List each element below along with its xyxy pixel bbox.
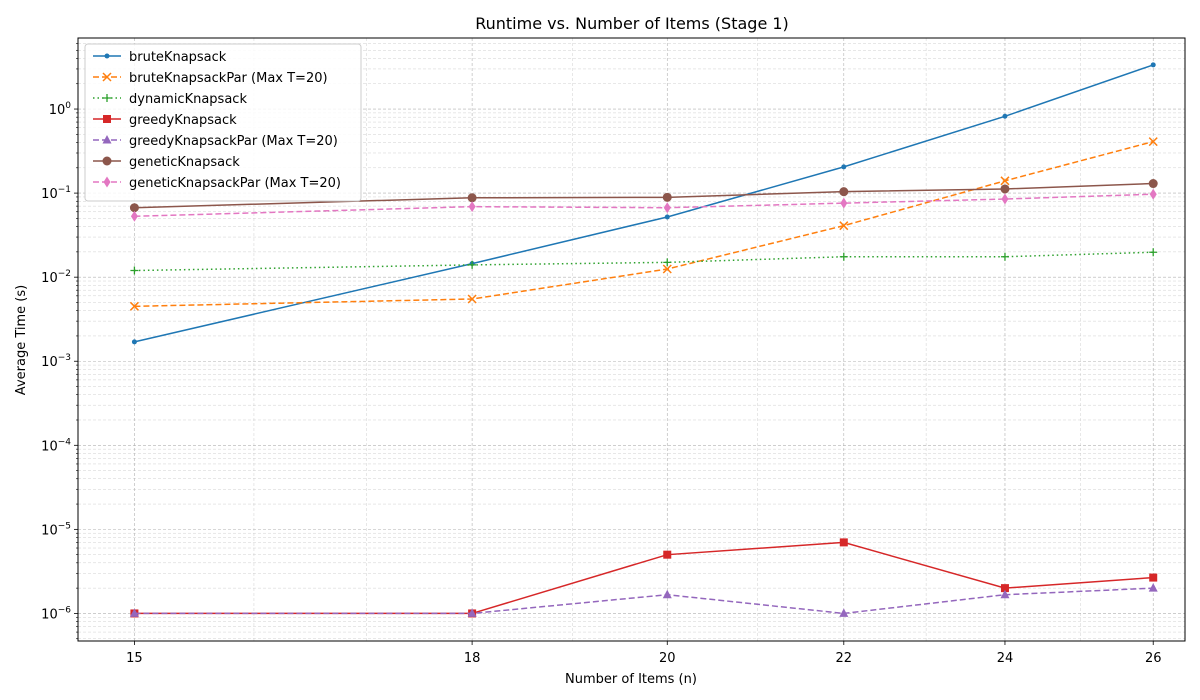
y-tick-label: 100 [49,101,72,118]
data-point [129,608,139,617]
data-point [467,608,477,617]
series-layer [129,62,1158,618]
legend-item: geneticKnapsackPar (Max T=20) [93,176,341,191]
data-point [1149,573,1158,582]
data-point [1148,179,1158,189]
series-line [134,182,1154,209]
data-point [1000,584,1009,593]
data-point [103,176,111,188]
data-point [663,550,672,559]
data-point [131,339,137,345]
data-point [104,53,110,59]
minor-gridlines [78,38,1185,641]
y-tick-label: 10−5 [41,521,71,538]
data-point [839,608,849,617]
data-point [839,187,849,197]
data-point [468,260,477,269]
legend-item: geneticKnapsack [93,155,240,170]
data-point [467,193,477,203]
data-point [102,156,112,166]
series-line [134,587,1154,615]
y-axis-ticks: 10−6 10−5 10−4 10−3 10−2 10−1 100 [41,43,78,640]
legend-item: greedyKnapsack [93,113,237,128]
legend-label: geneticKnapsack [129,155,240,170]
chart-title: Runtime vs. Number of Items (Stage 1) [475,14,789,33]
series [130,248,1158,275]
data-point [1000,184,1010,194]
data-point [839,221,849,231]
data-point [662,192,672,202]
x-tick-label: 24 [997,651,1014,666]
legend-item: bruteKnapsack [93,50,227,65]
data-point [839,252,848,261]
data-point [1000,252,1009,261]
data-point [1150,62,1156,68]
data-point [839,538,848,547]
data-point [129,301,139,311]
x-tick-label: 22 [836,651,853,666]
plot-frame [77,37,1186,642]
data-point [130,210,138,222]
data-point [102,72,112,82]
data-point [102,135,112,144]
data-point [1149,188,1157,200]
data-point [1001,193,1009,205]
series [130,188,1157,222]
legend-label: bruteKnapsack [129,50,227,65]
data-point [664,214,670,220]
y-tick-label: 10−4 [41,437,71,454]
series-line [134,140,1154,308]
data-point [467,294,477,304]
series [129,179,1158,213]
data-point [1000,176,1010,186]
series [129,137,1158,311]
x-tick-label: 20 [659,651,676,666]
x-tick-label: 26 [1145,651,1162,666]
legend-label: dynamicKnapsack [129,92,247,107]
legend-box [84,43,362,202]
data-point [841,164,847,170]
data-point [130,266,139,275]
data-point [1000,589,1010,599]
data-point [103,94,111,102]
data-point [663,258,672,267]
legend-label: geneticKnapsackPar (Max T=20) [129,176,341,191]
data-point [662,264,672,274]
y-tick-label: 10−3 [41,353,71,370]
legend-item: dynamicKnapsack [93,92,247,107]
data-point [103,115,111,123]
data-point [840,197,848,209]
series [129,583,1158,617]
y-axis-label: Average Time (s) [14,285,29,395]
legend-item: bruteKnapsackPar (Max T=20) [93,71,328,86]
series-line [134,251,1154,272]
legend-item: greedyKnapsackPar (Max T=20) [93,134,338,149]
legend-label: greedyKnapsack [129,113,237,128]
y-tick-label: 10−1 [41,185,71,202]
x-axis-ticks: 15 18 20 22 24 26 [126,641,1161,666]
x-tick-label: 15 [126,651,143,666]
series-line [134,64,1154,343]
x-tick-label: 18 [464,651,481,666]
data-point [1149,248,1158,257]
x-axis-label: Number of Items (n) [565,672,697,687]
legend-label: greedyKnapsackPar (Max T=20) [129,134,338,149]
legend: bruteKnapsack bruteKnapsackPar (Max T=20)… [84,43,362,202]
y-tick-label: 10−2 [41,269,71,286]
y-tick-label: 10−6 [41,605,71,622]
legend-label: bruteKnapsackPar (Max T=20) [129,71,328,86]
data-point [468,201,476,213]
data-point [663,202,671,214]
data-point [1148,137,1158,147]
series-line [134,193,1154,218]
data-point [662,589,672,599]
data-point [129,203,139,213]
data-point [1002,113,1008,119]
data-point [1148,583,1158,592]
